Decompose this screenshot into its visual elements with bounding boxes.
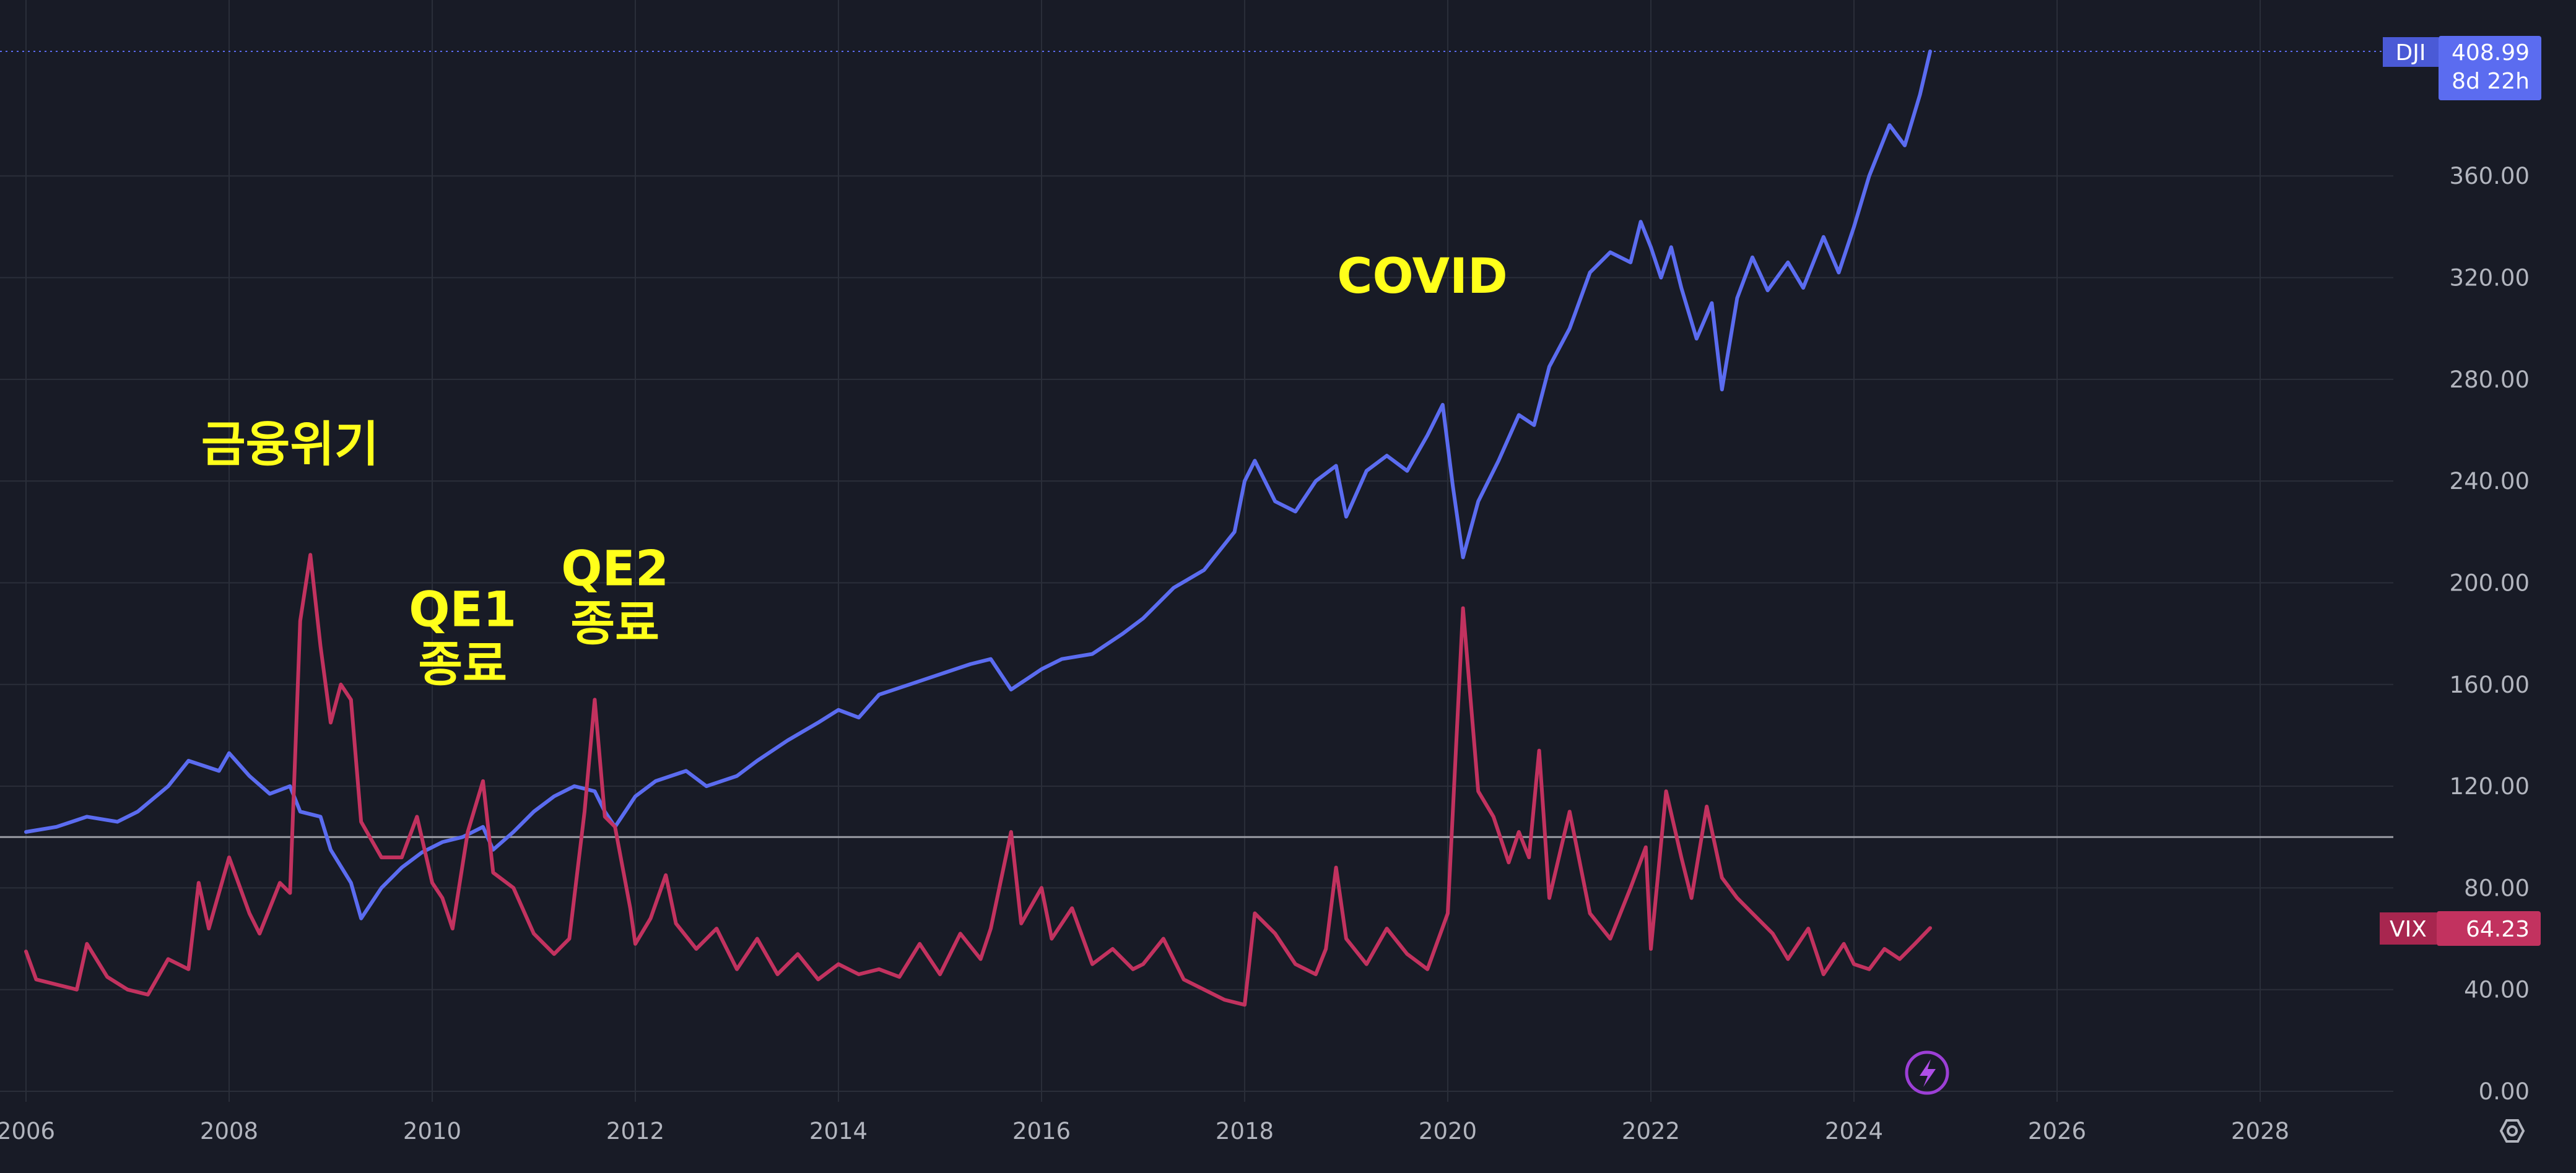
dji-series-line: [24, 50, 1932, 920]
y-tick-label: 320.00: [2450, 265, 2530, 292]
x-tick-label: 2008: [200, 1118, 258, 1145]
y-tick-label: 200.00: [2450, 569, 2530, 596]
grid: [0, 0, 2393, 1102]
x-axis: 2006 2008 2010 2012 2014 2016 2018 2020 2022 2024…: [0, 1118, 2289, 1145]
y-tick-label: 120.00: [2450, 773, 2530, 800]
lightning-icon[interactable]: [1905, 1050, 1949, 1095]
x-tick-label: 2026: [2028, 1118, 2086, 1145]
annotation-label: QE2 종료: [561, 542, 669, 652]
y-tick-label: 280.00: [2450, 366, 2530, 393]
vix-name-label: VIX: [2390, 917, 2427, 942]
dji-name-label: DJI: [2396, 40, 2426, 66]
dji-value-label: 408.99: [2452, 40, 2530, 66]
dji-value-box: [2439, 36, 2541, 100]
x-tick-label: 2016: [1012, 1118, 1071, 1145]
y-tick-label: 360.00: [2450, 163, 2530, 189]
x-tick-label: 2010: [403, 1118, 461, 1145]
x-tick-label: 2012: [606, 1118, 664, 1145]
y-tick-label: 0.00: [2479, 1078, 2530, 1105]
y-axis: 0.00 40.00 80.00 120.00 160.00 200.00 240.00 28…: [2450, 163, 2530, 1105]
dji-price-badge: DJI 408.99 8d 22h: [2383, 36, 2541, 100]
vix-price-badge: VIX 64.23: [2380, 911, 2541, 946]
annotation-label: 금융위기: [201, 417, 379, 472]
vix-series-line: [24, 553, 1932, 1007]
vix-value-label: 64.23: [2466, 917, 2530, 942]
y-tick-label: 40.00: [2464, 977, 2530, 1003]
x-tick-label: 2014: [809, 1118, 868, 1145]
x-tick-label: 2024: [1825, 1118, 1883, 1145]
y-tick-label: 240.00: [2450, 468, 2530, 495]
dji-name-box: [2383, 37, 2439, 67]
series: [24, 50, 1932, 1007]
vix-value-box: [2437, 911, 2541, 946]
annotations: 금융위기 QE1 종료 QE2 종료 COVID: [201, 249, 1508, 692]
y-tick-label: 80.00: [2464, 875, 2530, 901]
x-tick-label: 2020: [1419, 1118, 1477, 1145]
x-tick-label: 2018: [1216, 1118, 1274, 1145]
x-tick-label: 2028: [2231, 1118, 2289, 1145]
dji-countdown-label: 8d 22h: [2452, 69, 2530, 94]
annotation-label: COVID: [1337, 249, 1508, 305]
y-tick-label: 160.00: [2450, 672, 2530, 698]
x-tick-label: 2006: [0, 1118, 55, 1145]
vix-name-box: [2380, 912, 2437, 945]
hexagon-settings-icon[interactable]: [2499, 1119, 2525, 1143]
annotation-label: QE1 종료: [409, 582, 516, 692]
x-tick-label: 2022: [1622, 1118, 1680, 1145]
